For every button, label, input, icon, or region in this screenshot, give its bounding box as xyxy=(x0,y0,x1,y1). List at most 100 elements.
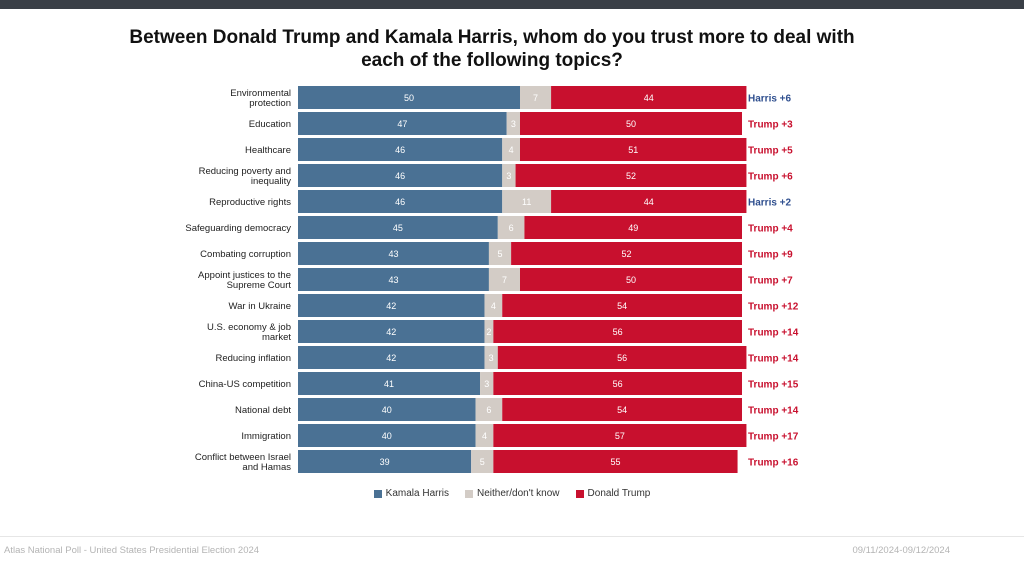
bar-segment-trump xyxy=(520,112,742,135)
category-label-line: War in Ukraine xyxy=(229,301,291,312)
top-bar xyxy=(0,0,1024,9)
bar-segment-harris xyxy=(298,112,507,135)
bar-segment-trump xyxy=(502,398,742,421)
data-label-harris: 46 xyxy=(395,145,405,155)
data-label-neither: 3 xyxy=(506,171,511,181)
data-label-harris: 42 xyxy=(386,301,396,311)
footer-date: 09/11/2024-09/12/2024 xyxy=(852,545,950,556)
bar-segment-neither xyxy=(502,190,552,213)
data-label-harris: 50 xyxy=(404,93,414,103)
data-label-harris: 46 xyxy=(395,197,405,207)
bar-segment-harris xyxy=(298,398,476,421)
data-label-trump: 50 xyxy=(626,275,636,285)
category-label-line: Healthcare xyxy=(245,145,291,156)
bar-segment-harris xyxy=(298,320,485,343)
data-label-neither: 5 xyxy=(480,457,485,467)
data-label-neither: 6 xyxy=(509,223,514,233)
data-label-harris: 42 xyxy=(386,353,396,363)
lead-label: Harris +2 xyxy=(748,198,792,209)
lead-label: Trump +14 xyxy=(748,406,799,417)
data-label-trump: 57 xyxy=(615,431,625,441)
legend-item-trump: Donald Trump xyxy=(575,488,651,499)
category-label-line: Conflict between Israel xyxy=(195,452,291,463)
category-label: Appoint justices to the Supreme Court xyxy=(198,270,291,291)
data-label-trump: 56 xyxy=(617,353,627,363)
bar-segment-trump xyxy=(515,164,747,187)
bar-segment-harris xyxy=(298,138,503,161)
data-label-neither: 3 xyxy=(484,379,489,389)
category-label: China-US competition xyxy=(199,379,291,390)
data-label-harris: 39 xyxy=(380,457,390,467)
bar-segment-trump xyxy=(493,424,747,447)
category-label-line: Immigration xyxy=(241,431,291,442)
category-label: Immigration xyxy=(241,431,291,442)
bar-segment-harris xyxy=(298,372,481,395)
category-label-line: Combating corruption xyxy=(200,249,291,260)
data-label-neither: 3 xyxy=(511,119,516,129)
data-label-neither: 6 xyxy=(486,405,491,415)
category-label: U.S. economy & job market xyxy=(207,322,291,343)
bar-segment-trump xyxy=(493,320,742,343)
category-label-line: market xyxy=(262,332,291,343)
data-label-trump: 54 xyxy=(617,405,627,415)
category-label: Combating corruption xyxy=(200,249,291,260)
lead-label: Trump +5 xyxy=(748,146,793,157)
data-label-trump: 52 xyxy=(622,249,632,259)
bar-segment-harris xyxy=(298,242,489,265)
bar-segment-neither xyxy=(484,346,498,369)
data-label-neither: 7 xyxy=(502,275,507,285)
bar-segment-trump xyxy=(520,138,747,161)
data-label-trump: 50 xyxy=(626,119,636,129)
lead-label: Trump +6 xyxy=(748,172,793,183)
data-label-harris: 43 xyxy=(388,275,398,285)
legend-label-trump: Donald Trump xyxy=(587,488,651,499)
data-label-neither: 4 xyxy=(491,301,496,311)
category-label: Education xyxy=(249,119,291,130)
bar-segment-trump xyxy=(502,294,742,317)
bar-segment-harris xyxy=(298,268,489,291)
lead-label: Trump +9 xyxy=(748,250,793,261)
bar-segment-neither xyxy=(475,398,503,421)
bar-segment-neither xyxy=(475,424,494,447)
data-label-trump: 51 xyxy=(628,145,638,155)
footer-source: Atlas National Poll - United States Pres… xyxy=(4,545,260,556)
lead-label: Trump +17 xyxy=(748,432,799,443)
data-label-harris: 43 xyxy=(388,249,398,259)
category-label-line: inequality xyxy=(251,176,291,187)
lead-label: Trump +12 xyxy=(748,302,799,313)
footer-divider xyxy=(0,536,1024,537)
bar-segment-trump xyxy=(511,242,742,265)
bar-segment-neither xyxy=(471,450,494,473)
bar-segment-trump xyxy=(520,268,742,291)
bar-segment-harris xyxy=(298,190,503,213)
category-label: Environmental protection xyxy=(230,88,291,109)
lead-label: Trump +14 xyxy=(748,354,799,365)
bar-segment-harris xyxy=(298,86,520,109)
bar-segment-neither xyxy=(484,320,494,343)
data-label-trump: 56 xyxy=(613,327,623,337)
category-label: Reducing poverty and inequality xyxy=(199,166,292,187)
bar-segment-neither xyxy=(520,86,552,109)
bar-segment-harris xyxy=(298,424,476,447)
bar-segment-neither xyxy=(502,164,516,187)
lead-label: Trump +4 xyxy=(748,224,793,235)
bar-segment-neither xyxy=(497,216,525,239)
stacked-bar-chart: Environmental protection 50 7 44 Harris +6Edu… xyxy=(185,86,799,473)
legend-swatch-trump xyxy=(575,489,584,498)
data-label-trump: 55 xyxy=(610,457,620,467)
legend-label-neither: Neither/don't know xyxy=(477,488,560,499)
data-label-trump: 52 xyxy=(626,171,636,181)
category-label-line: and Hamas xyxy=(242,462,291,473)
bar-segment-trump xyxy=(524,216,742,239)
category-label: Conflict between Israel and Hamas xyxy=(195,452,291,473)
bar-segment-trump xyxy=(497,346,747,369)
lead-label: Trump +15 xyxy=(748,380,799,391)
data-label-neither: 4 xyxy=(482,431,487,441)
legend-swatch-harris xyxy=(373,489,382,498)
data-label-neither: 3 xyxy=(489,353,494,363)
category-label-line: Environmental xyxy=(230,88,291,99)
bar-segment-trump xyxy=(551,86,747,109)
bar-segment-neither xyxy=(502,138,520,161)
data-label-harris: 40 xyxy=(382,431,392,441)
category-label: National debt xyxy=(235,405,291,416)
